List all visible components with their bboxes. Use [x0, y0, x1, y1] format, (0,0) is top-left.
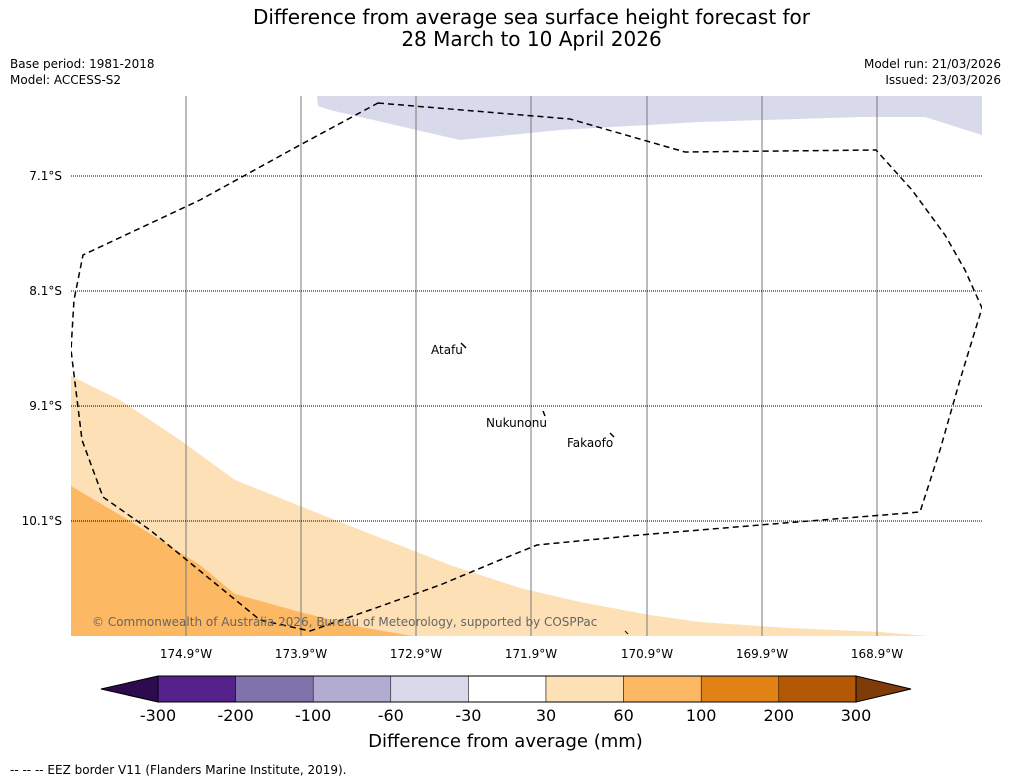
colorbar-tick-label: -30 [455, 706, 482, 725]
atafu-island-shape [460, 342, 467, 349]
lat-label: 10.1°S [21, 514, 62, 528]
colorbar-tick-label: 200 [763, 706, 795, 725]
colorbar-segment [700, 675, 780, 703]
lon-label: 173.9°W [274, 647, 328, 661]
colorbar-extend-high [855, 675, 912, 703]
meta-right: Model run: 21/03/2026 Issued: 23/03/2026 [864, 56, 1001, 88]
colorbar-segment [157, 675, 236, 703]
colorbar-frame [157, 675, 857, 703]
lat-label: 7.1°S [29, 169, 62, 183]
anomaly-region-p30-p60 [71, 376, 928, 636]
lon-label: 169.9°W [735, 647, 789, 661]
meta-left: Base period: 1981-2018 Model: ACCESS-S2 [10, 56, 155, 88]
colorbar-segment [235, 675, 314, 703]
fakaofo-island-shape [609, 432, 615, 438]
anomaly-region-n60-n30 [317, 96, 982, 140]
colorbar-tick-label: 60 [613, 706, 634, 725]
lon-label: 174.9°W [159, 647, 213, 661]
colorbar-tick-label: -300 [139, 706, 177, 725]
colorbar-tick-label: -100 [295, 706, 332, 725]
eez-border [71, 102, 982, 632]
meridian-lines [185, 96, 878, 636]
colorbar-tick-label: 100 [685, 706, 717, 725]
colorbar-tick-label: 30 [535, 706, 557, 725]
colorbar-segment [468, 675, 547, 703]
colorbar-extend-low [100, 675, 159, 703]
place-label-nukunonu: Nukunonu [486, 416, 547, 430]
place-label-atafu: Atafu [431, 343, 463, 357]
colorbar-segment [312, 675, 392, 703]
colorbar-segment [545, 675, 624, 703]
colorbar-segment [778, 675, 857, 703]
title-line-2: 28 March to 10 April 2026 [401, 27, 662, 51]
colorbar-title: Difference from average (mm) [368, 731, 643, 752]
base-period: Base period: 1981-2018 [10, 57, 155, 71]
colorbar-segment [390, 675, 469, 703]
nukunonu-island-shape [542, 410, 546, 417]
lon-label: 168.9°W [850, 647, 904, 661]
colorbar [100, 675, 912, 703]
colorbar-tick-label: 300 [840, 706, 872, 725]
chart-title: Difference from average sea surface heig… [0, 6, 1011, 50]
colorbar-tick-label: -60 [377, 706, 404, 725]
model-name: Model: ACCESS-S2 [10, 73, 122, 87]
lon-label: 170.9°W [620, 647, 674, 661]
issued-date: Issued: 23/03/2026 [885, 73, 1001, 87]
eez-footnote: -- -- -- EEZ border V11 (Flanders Marine… [10, 763, 347, 777]
model-run: Model run: 21/03/2026 [863, 57, 1001, 71]
lon-label: 172.9°W [389, 647, 443, 661]
anomaly-region-p60-p100 [71, 486, 413, 636]
island-speck [624, 630, 629, 635]
lat-label: 9.1°S [29, 399, 62, 413]
lon-label: 171.9°W [504, 647, 558, 661]
title-line-1: Difference from average sea surface heig… [252, 5, 811, 29]
place-label-fakaofo: Fakaofo [567, 436, 613, 450]
colorbar-tick-label: -200 [217, 706, 254, 725]
lat-label: 8.1°S [29, 284, 62, 298]
copyright-notice: © Commonwealth of Australia 2026, Bureau… [92, 615, 598, 629]
colorbar-segment [623, 675, 702, 703]
